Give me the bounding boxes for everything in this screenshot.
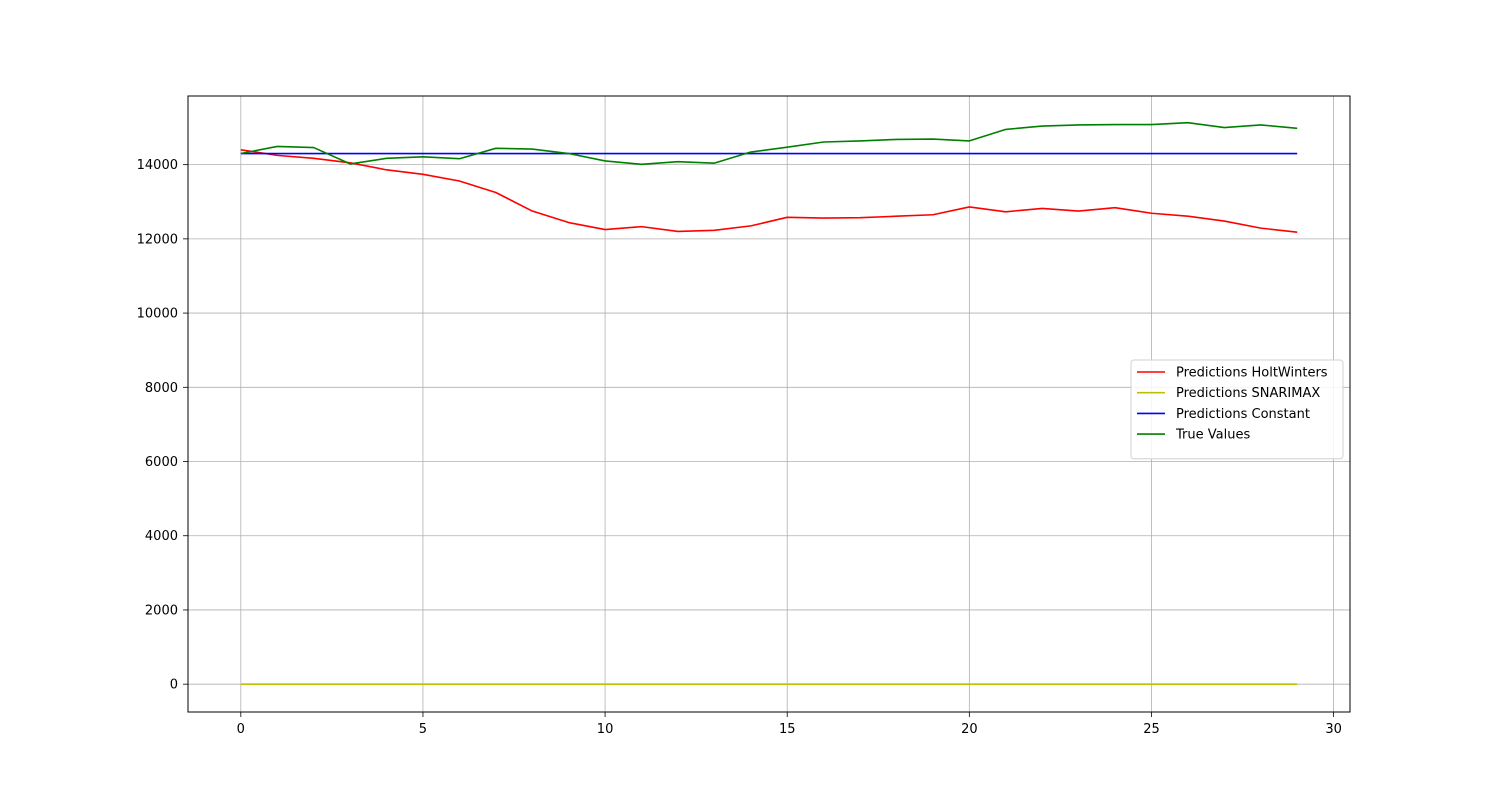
series-line-3 [241, 123, 1297, 165]
x-tick-label: 5 [419, 722, 427, 737]
x-tick-label: 10 [597, 722, 614, 737]
x-axis: 0 5 10 15 20 25 30 [237, 712, 1342, 737]
y-tick-label: 4000 [145, 529, 178, 544]
y-tick-label: 12000 [137, 232, 178, 247]
y-axis: 0 2000 4000 6000 8000 10000 12000 14000 [137, 158, 188, 693]
x-tick-label: 25 [1143, 722, 1160, 737]
y-tick-label: 14000 [137, 158, 178, 173]
x-tick-label: 30 [1325, 722, 1342, 737]
series-line-0 [241, 150, 1297, 232]
x-tick-label: 0 [237, 722, 245, 737]
y-tick-label: 2000 [145, 603, 178, 618]
y-tick-label: 10000 [137, 307, 178, 322]
legend-label: Predictions HoltWinters [1176, 366, 1328, 381]
x-tick-label: 15 [779, 722, 796, 737]
y-tick-label: 6000 [145, 455, 178, 470]
y-tick-label: 0 [170, 678, 178, 693]
legend: Predictions HoltWinters Predictions SNARI… [1131, 360, 1343, 459]
legend-label: Predictions Constant [1176, 407, 1310, 422]
x-tick-label: 20 [961, 722, 978, 737]
legend-label: True Values [1175, 428, 1250, 443]
legend-label: Predictions SNARIMAX [1176, 386, 1320, 401]
y-tick-label: 8000 [145, 381, 178, 396]
